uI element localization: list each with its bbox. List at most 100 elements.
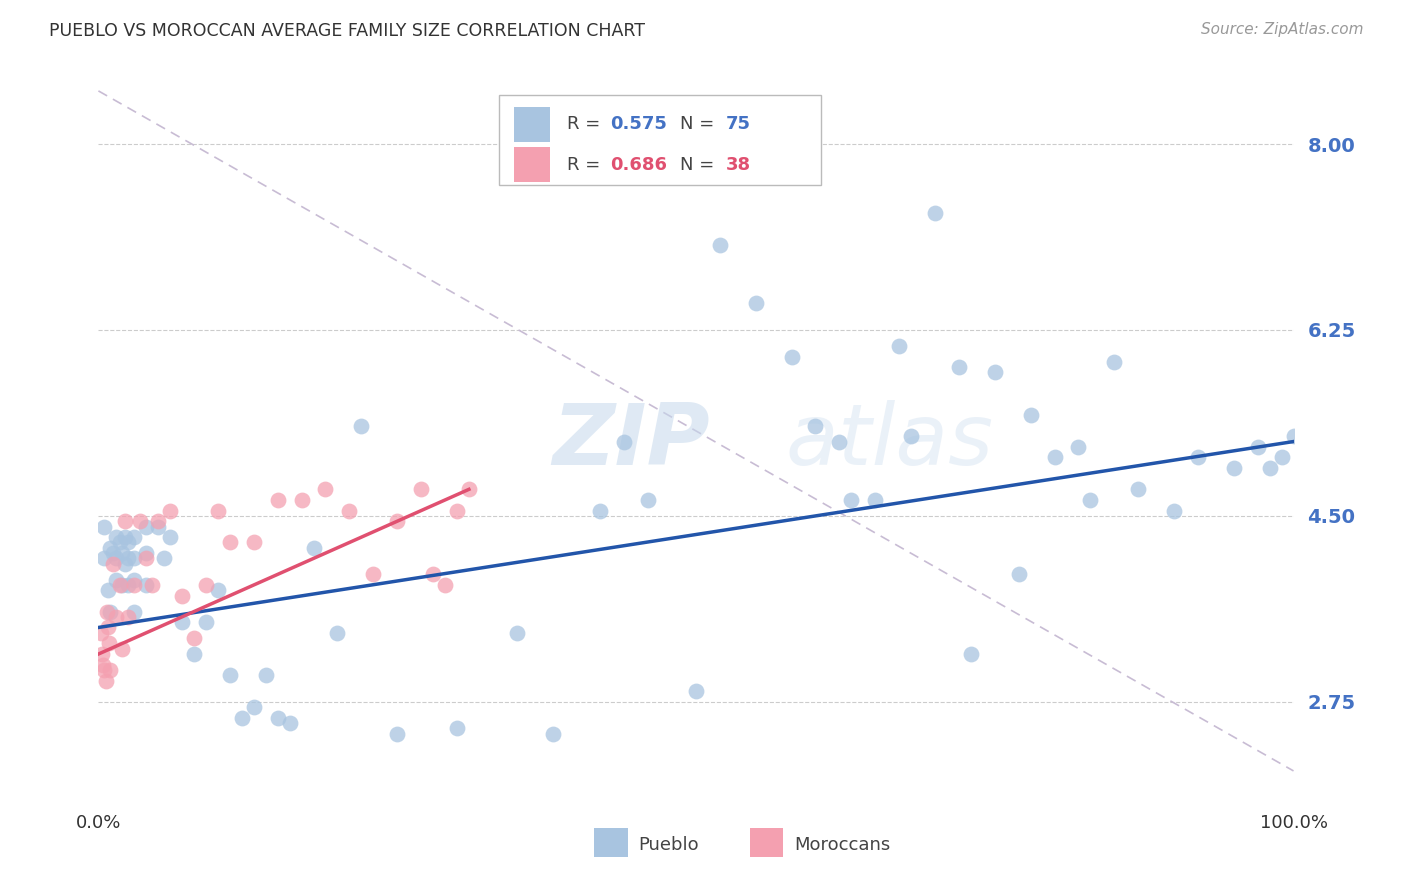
Point (267, 493, 290, 508)
Point (828, 434, 851, 449)
Point (135, 546, 157, 560)
Point (105, 551, 128, 566)
Point (780, 350, 803, 364)
Point (91, 657, 114, 672)
Point (458, 483, 481, 497)
Point (98, 636, 121, 650)
Point (685, 684, 707, 698)
Point (434, 578, 457, 592)
Point (709, 238, 731, 252)
Point (446, 503, 468, 517)
Point (135, 519, 157, 533)
Point (207, 503, 229, 517)
Point (302, 541, 325, 555)
Point (315, 483, 337, 497)
Point (1067, 440, 1090, 454)
Text: 0.686: 0.686 (610, 156, 666, 174)
Text: Pueblo: Pueblo (638, 836, 699, 854)
Point (117, 578, 139, 592)
Point (148, 519, 170, 533)
Point (219, 668, 242, 682)
Point (183, 631, 205, 645)
Point (267, 711, 290, 725)
Point (1019, 408, 1042, 422)
Point (984, 366, 1007, 380)
Point (98, 541, 122, 555)
Point (117, 535, 139, 549)
Point (114, 557, 136, 571)
Text: R =: R = (567, 115, 606, 133)
Point (101, 557, 124, 571)
Point (124, 605, 146, 619)
Point (105, 530, 128, 544)
Point (1223, 461, 1246, 475)
Point (124, 530, 146, 544)
Point (98, 663, 122, 677)
Point (93, 519, 115, 533)
Point (93, 551, 115, 566)
FancyBboxPatch shape (595, 828, 628, 857)
Text: R =: R = (567, 156, 606, 174)
FancyBboxPatch shape (749, 828, 783, 857)
Point (91, 647, 114, 661)
Point (108, 578, 131, 592)
Point (153, 551, 176, 566)
Point (114, 530, 136, 544)
Point (350, 418, 373, 433)
Point (207, 583, 229, 598)
Text: N =: N = (681, 115, 720, 133)
Point (1163, 503, 1185, 517)
Point (1043, 450, 1066, 465)
Point (411, 483, 433, 497)
Point (613, 434, 636, 449)
Point (129, 514, 152, 528)
Point (541, 727, 564, 741)
Point (291, 493, 314, 508)
Point (90, 625, 112, 640)
FancyBboxPatch shape (515, 147, 550, 182)
Point (254, 668, 277, 682)
Point (97, 620, 120, 634)
Point (114, 514, 136, 528)
Point (117, 610, 139, 624)
Point (195, 578, 218, 592)
Point (135, 551, 157, 566)
Point (1128, 483, 1150, 497)
Point (1008, 567, 1031, 582)
Point (385, 514, 409, 528)
Point (900, 429, 922, 443)
Point (326, 625, 349, 640)
Point (339, 503, 361, 517)
Point (278, 716, 301, 731)
Text: 75: 75 (725, 115, 751, 133)
Point (117, 551, 139, 566)
Point (159, 503, 181, 517)
Text: Moroccans: Moroccans (794, 836, 890, 854)
Point (804, 418, 827, 433)
Point (135, 578, 157, 592)
Point (195, 615, 218, 630)
Point (124, 551, 146, 566)
Text: 38: 38 (725, 156, 751, 174)
Text: ZIP: ZIP (553, 400, 710, 483)
Text: Source: ZipAtlas.com: Source: ZipAtlas.com (1201, 22, 1364, 37)
Point (243, 535, 266, 549)
Point (1247, 440, 1270, 454)
Point (231, 711, 253, 725)
Point (172, 589, 194, 603)
Point (865, 493, 887, 508)
Point (172, 615, 194, 630)
Point (101, 546, 124, 560)
Point (159, 530, 181, 544)
FancyBboxPatch shape (515, 107, 550, 142)
Point (1282, 429, 1305, 443)
Point (105, 573, 128, 587)
Point (1104, 355, 1126, 369)
Point (243, 700, 266, 714)
Point (1258, 461, 1281, 475)
Point (94, 673, 117, 688)
Point (363, 567, 385, 582)
Point (1187, 450, 1209, 465)
Text: atlas: atlas (786, 400, 994, 483)
Point (93, 663, 115, 677)
